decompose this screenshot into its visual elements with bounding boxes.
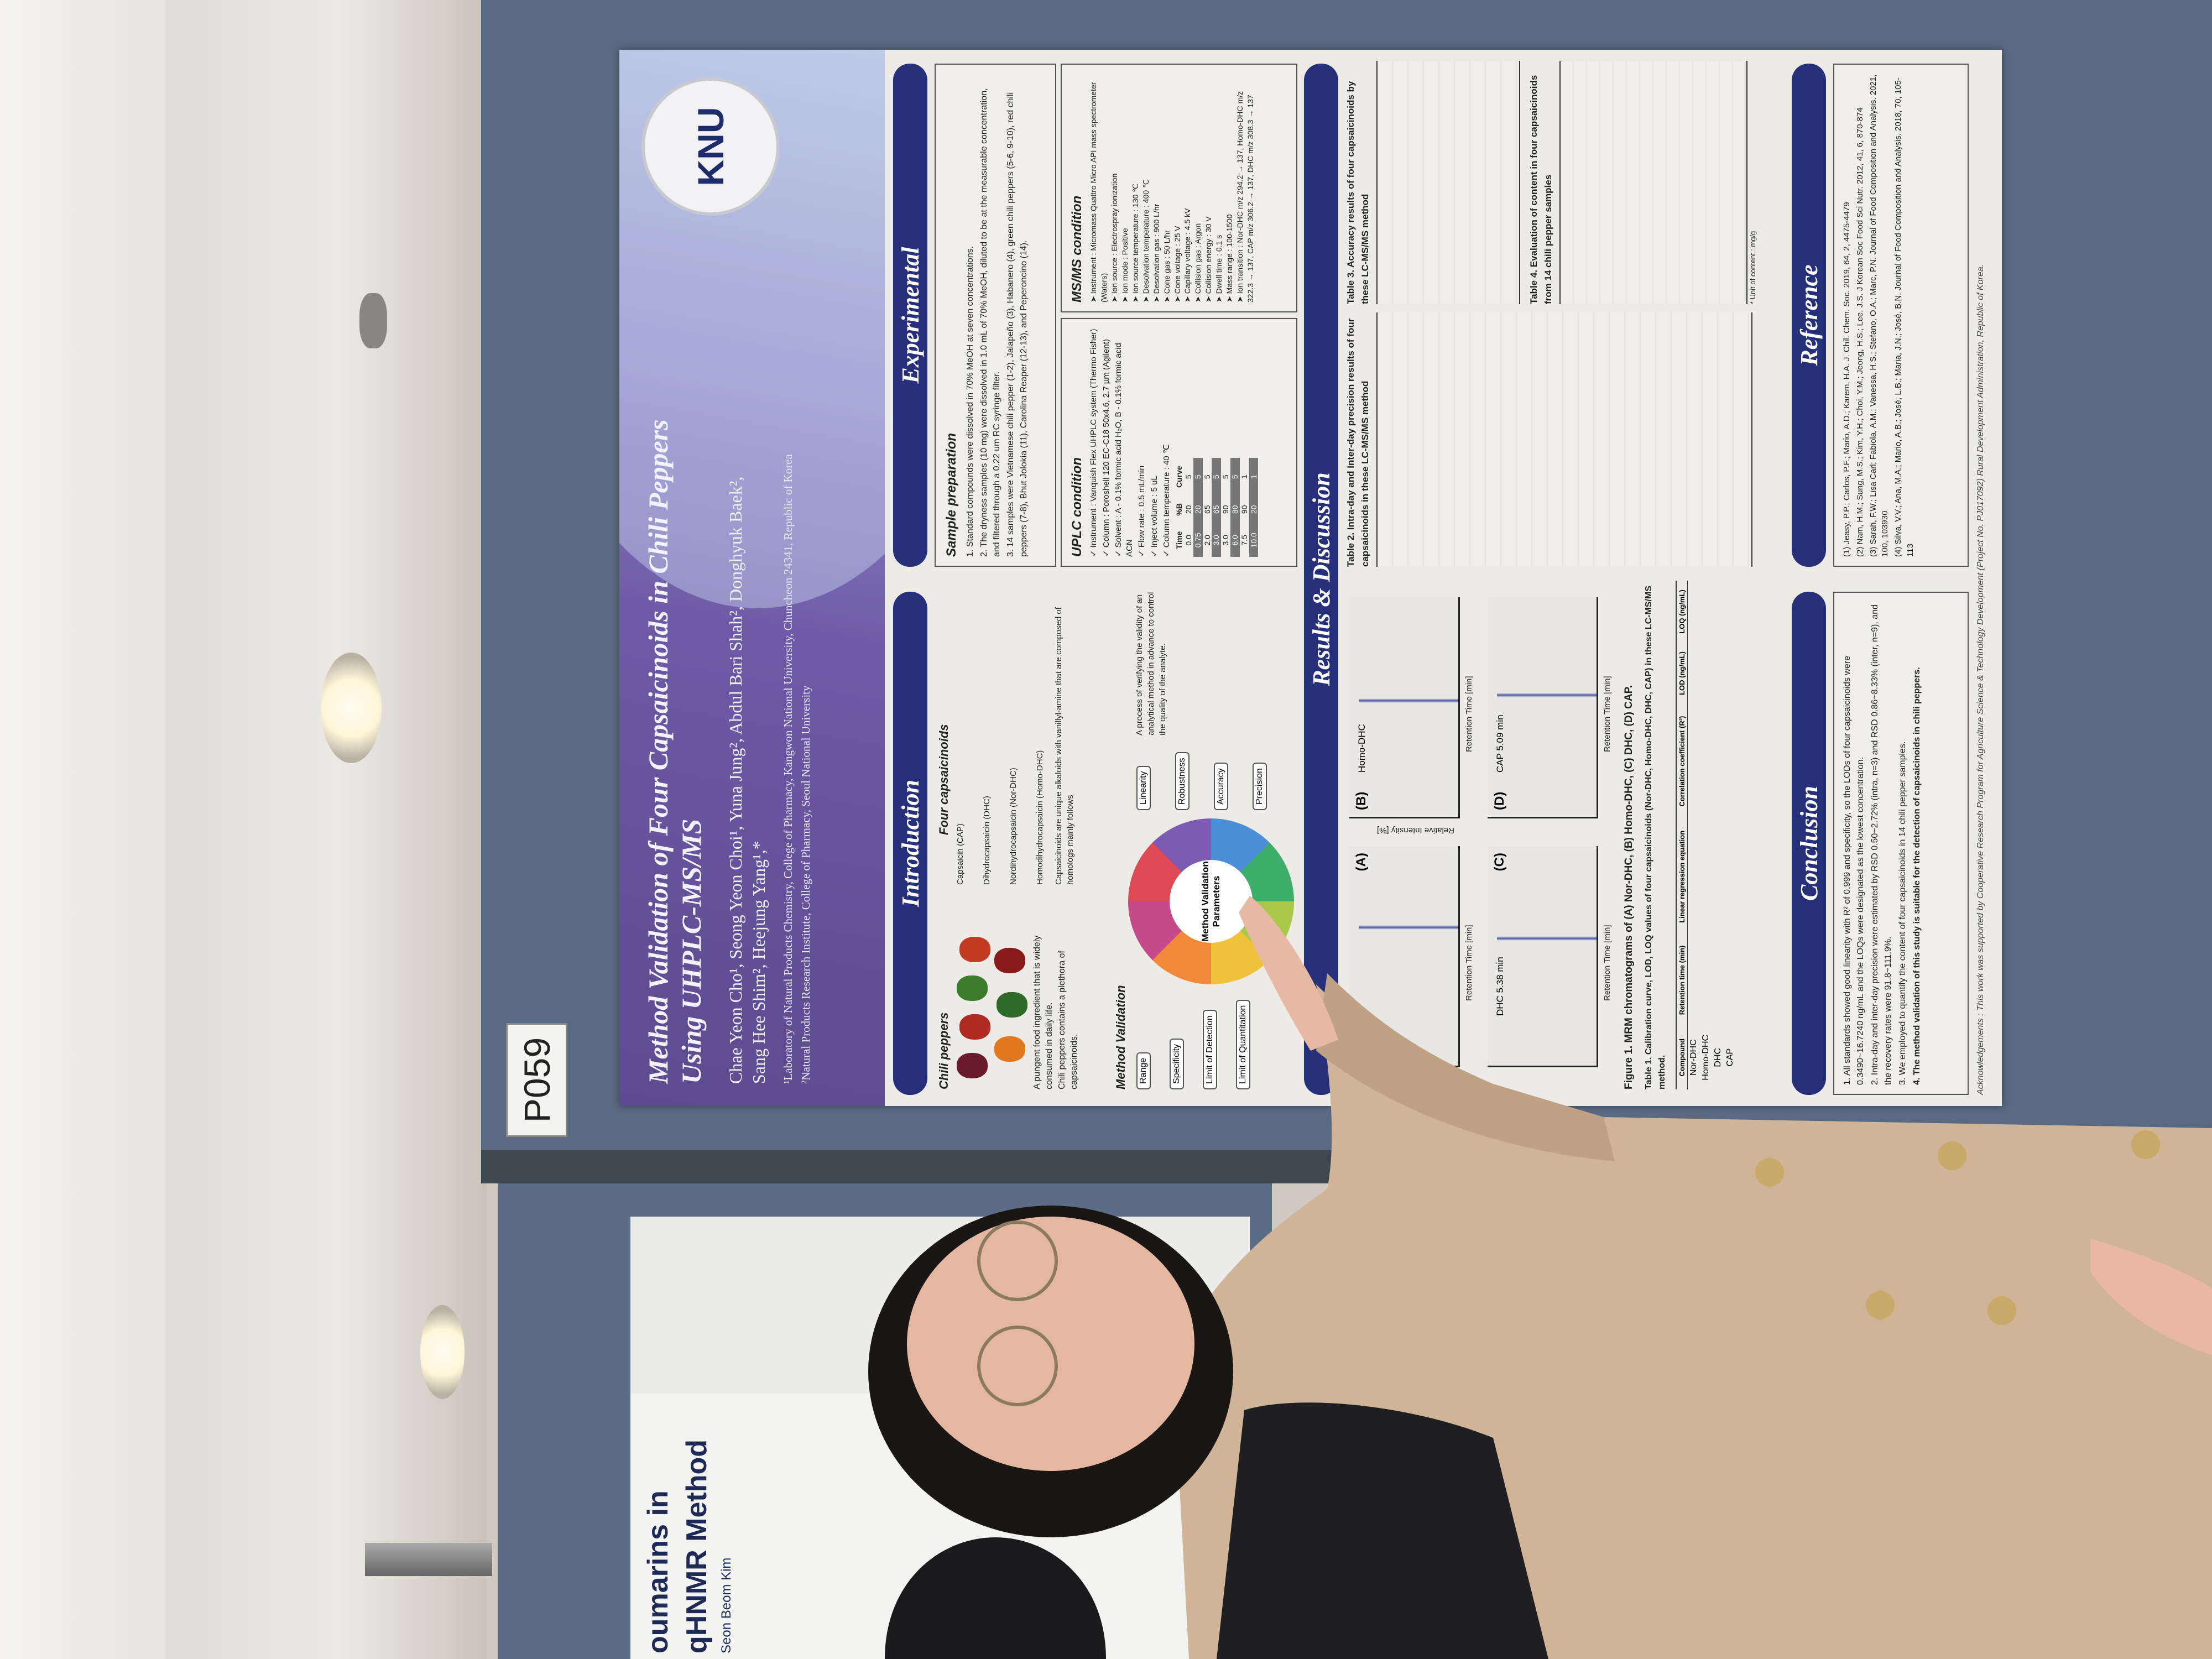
glasses — [977, 1220, 1058, 1301]
wall-panel — [0, 0, 166, 1659]
sprinkler — [359, 293, 387, 348]
ceiling-light — [321, 653, 382, 763]
coat-buttons — [1755, 1130, 2160, 1325]
ceiling-light — [420, 1305, 465, 1399]
hand — [1239, 896, 1338, 1051]
rail — [365, 1543, 492, 1576]
hand — [2090, 1239, 2212, 1355]
backpack-strap — [1217, 1402, 1548, 1659]
board-number-label: P059 — [506, 1023, 567, 1137]
glasses — [977, 1326, 1058, 1406]
coat-sleeve — [1316, 973, 1615, 1161]
other-person — [885, 1537, 1106, 1659]
